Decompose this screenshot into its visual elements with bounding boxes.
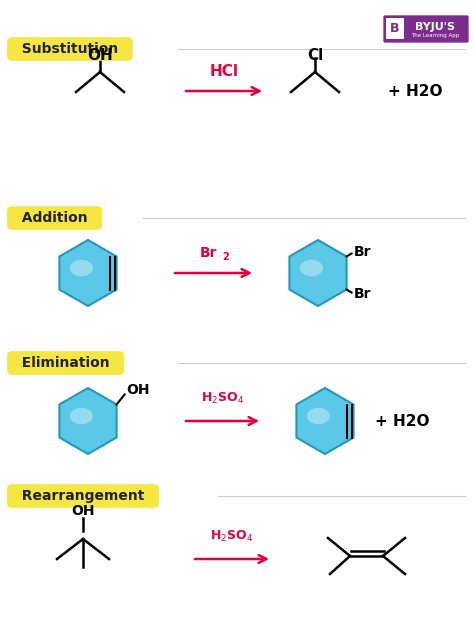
Polygon shape: [290, 240, 346, 306]
Text: Addition: Addition: [12, 211, 97, 225]
FancyBboxPatch shape: [386, 18, 404, 39]
Text: Cl: Cl: [307, 48, 323, 63]
Text: HCl: HCl: [210, 64, 238, 79]
Text: H$_2$SO$_4$: H$_2$SO$_4$: [201, 391, 244, 406]
Text: OH: OH: [87, 48, 113, 63]
Text: Rearrangement: Rearrangement: [12, 489, 154, 503]
Ellipse shape: [300, 260, 323, 276]
Text: Br: Br: [354, 245, 371, 258]
Polygon shape: [59, 240, 117, 306]
Text: 2: 2: [222, 252, 229, 262]
Ellipse shape: [70, 408, 93, 424]
Text: Br: Br: [354, 288, 371, 302]
Text: Substitution: Substitution: [12, 42, 128, 56]
Text: OH: OH: [71, 504, 95, 518]
Text: Br: Br: [200, 246, 217, 260]
Text: B: B: [390, 22, 400, 35]
Ellipse shape: [307, 408, 330, 424]
Ellipse shape: [70, 260, 93, 276]
Text: + H2O: + H2O: [388, 83, 443, 99]
Text: + H2O: + H2O: [375, 414, 429, 428]
Polygon shape: [59, 388, 117, 454]
Text: H$_2$SO$_4$: H$_2$SO$_4$: [210, 529, 254, 544]
Text: BYJU'S: BYJU'S: [415, 22, 455, 32]
Text: OH: OH: [127, 384, 150, 397]
FancyBboxPatch shape: [383, 15, 469, 43]
Text: The Learning App: The Learning App: [411, 34, 459, 39]
Text: Elimination: Elimination: [12, 356, 119, 370]
Polygon shape: [296, 388, 354, 454]
